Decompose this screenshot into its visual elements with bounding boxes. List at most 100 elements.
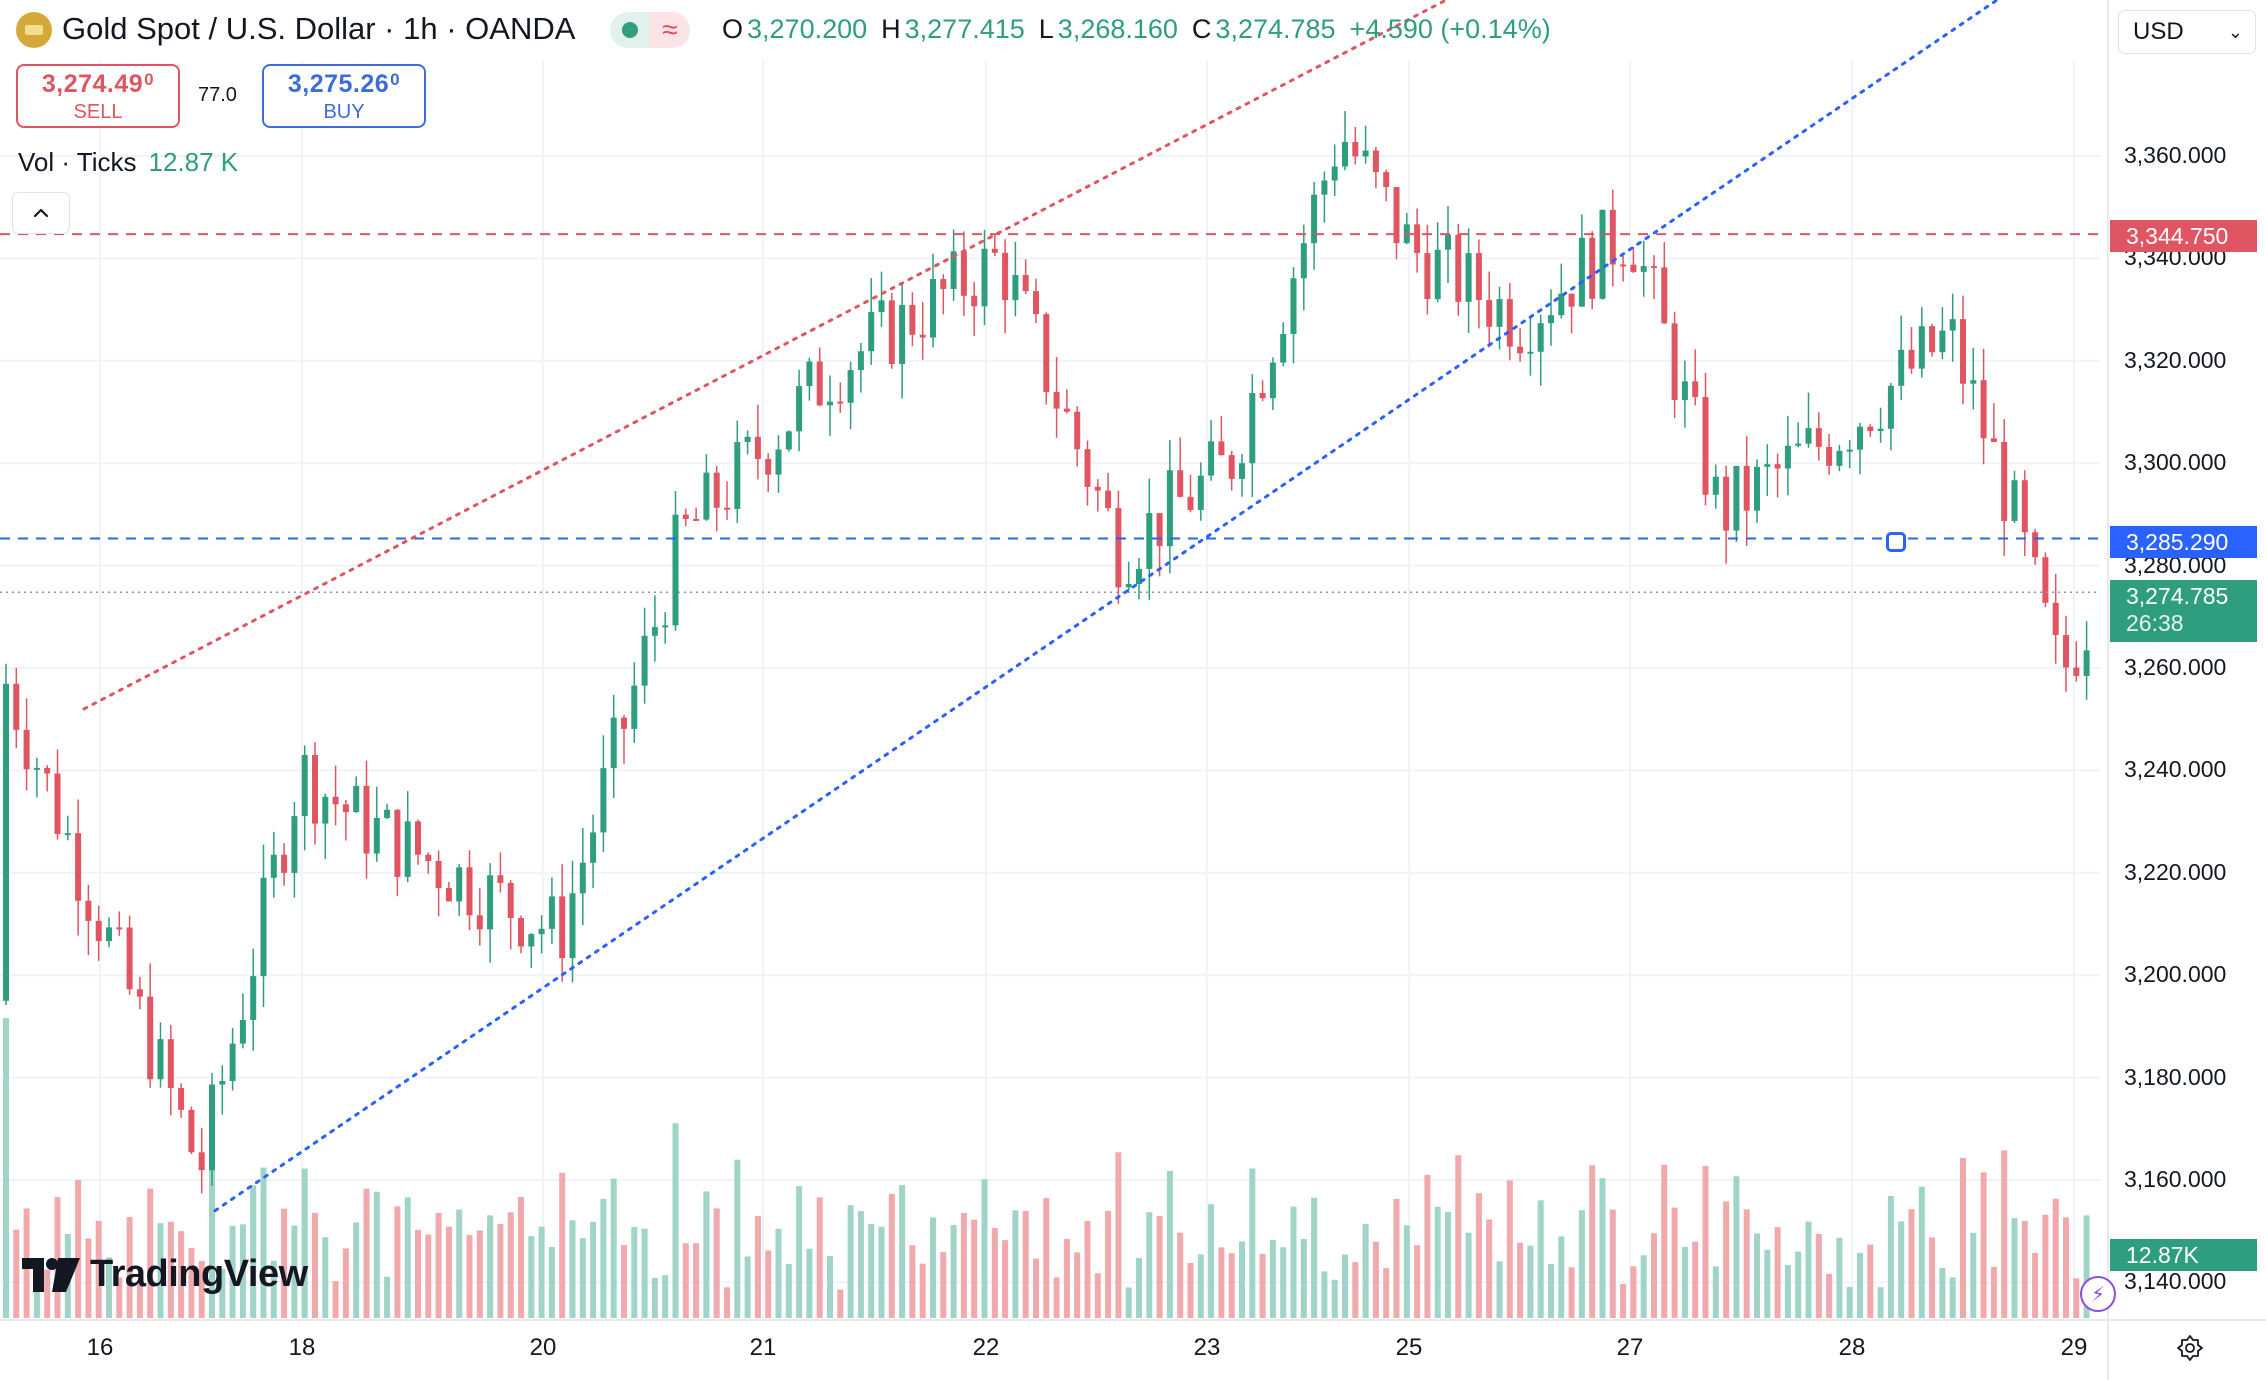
- price-axis-tick: 3,240.000: [2124, 756, 2227, 783]
- candle-body: [1496, 299, 1503, 327]
- gold-symbol-icon: [16, 12, 52, 48]
- candle-body: [106, 927, 112, 942]
- volume-bar: [415, 1229, 421, 1318]
- candle-body: [415, 821, 421, 855]
- volume-bar: [239, 1224, 246, 1318]
- volume-bar: [85, 1238, 92, 1318]
- volume-bar: [1578, 1210, 1585, 1318]
- lightning-icon[interactable]: ⚡: [2080, 1276, 2116, 1312]
- volume-bar: [1249, 1168, 1256, 1318]
- volume-bar: [1424, 1174, 1431, 1318]
- candle-body: [538, 928, 545, 935]
- candle-body: [827, 401, 833, 406]
- volume-bar: [1548, 1264, 1554, 1318]
- market-status-pill[interactable]: ≈: [610, 12, 690, 48]
- volume-bar: [2073, 1278, 2080, 1318]
- volume-price-tag: 12.87K: [2110, 1239, 2257, 1271]
- volume-bar: [1372, 1241, 1379, 1318]
- sell-label: SELL: [73, 101, 123, 123]
- volume-bar: [106, 1257, 112, 1318]
- volume-bar: [1764, 1249, 1771, 1318]
- volume-legend[interactable]: Vol · Ticks 12.87 K: [18, 147, 238, 178]
- candle-body: [2073, 667, 2080, 676]
- volume-bar: [1692, 1241, 1699, 1318]
- candle-body: [1342, 142, 1348, 167]
- volume-bar: [1043, 1198, 1050, 1318]
- candle-body: [713, 472, 720, 508]
- volume-bar: [1166, 1170, 1173, 1318]
- spread-value: 77.0: [198, 84, 237, 106]
- volume-bar: [1506, 1180, 1513, 1318]
- time-axis-tick: 28: [1838, 1334, 1866, 1361]
- volume-bar: [631, 1226, 638, 1318]
- tradingview-logo[interactable]: TradingView: [22, 1253, 308, 1296]
- currency-select[interactable]: USD ⌄: [2118, 10, 2256, 54]
- candle-body: [878, 300, 885, 313]
- candle-body: [991, 248, 998, 253]
- line-anchor-handle[interactable]: [1886, 532, 1906, 552]
- sell-button[interactable]: 3,274.490 SELL: [16, 64, 180, 128]
- candle-body: [229, 1043, 236, 1082]
- volume-legend-label: Vol · Ticks: [18, 147, 137, 177]
- sell-price-main: 3,274.49: [41, 70, 144, 98]
- candle-body: [1548, 315, 1554, 324]
- candle-body: [847, 370, 854, 403]
- candle-body: [1259, 393, 1266, 399]
- volume-bar: [167, 1221, 174, 1318]
- volume-bar: [384, 1276, 391, 1318]
- candle-body: [775, 449, 782, 475]
- time-axis-tick: 29: [2060, 1334, 2088, 1361]
- candle-body: [1651, 266, 1657, 269]
- volume-bar: [960, 1213, 967, 1318]
- candle-body: [1445, 234, 1451, 250]
- volume-bar: [1651, 1233, 1657, 1318]
- volume-bar: [1074, 1252, 1081, 1318]
- volume-bar: [1414, 1245, 1421, 1318]
- chevron-up-icon: [33, 208, 49, 218]
- candle-body: [1465, 253, 1472, 302]
- candle-body: [1506, 299, 1513, 347]
- volume-bar: [2001, 1150, 2008, 1318]
- candle-body: [1125, 584, 1132, 588]
- candle-body: [1970, 380, 1977, 384]
- volume-bar: [651, 1277, 658, 1318]
- candle-body: [600, 768, 607, 833]
- candle-body: [1136, 568, 1142, 585]
- candle-body: [1362, 150, 1369, 157]
- candle-body: [136, 989, 143, 997]
- buy-button[interactable]: 3,275.260 BUY: [262, 64, 426, 128]
- volume-bar: [1960, 1157, 1966, 1318]
- settings-gear-icon[interactable]: [2175, 1333, 2205, 1363]
- candle-body: [1311, 194, 1318, 244]
- volume-bar: [250, 1185, 257, 1318]
- volume-bar: [342, 1248, 349, 1318]
- volume-bar: [806, 1248, 813, 1318]
- volume-bar: [1527, 1245, 1534, 1318]
- candle-body: [332, 796, 339, 805]
- candle-body: [672, 514, 679, 626]
- candle-body: [23, 729, 30, 770]
- candle-body: [1805, 428, 1812, 444]
- volume-bar: [1815, 1233, 1822, 1318]
- volume-bar: [126, 1216, 133, 1318]
- price-axis-tick: 3,320.000: [2124, 346, 2227, 373]
- close-key: C: [1191, 14, 1212, 44]
- volume-bar: [1125, 1287, 1132, 1318]
- candle-body: [754, 436, 761, 460]
- symbol-title[interactable]: Gold Spot / U.S. Dollar · 1h · OANDA: [62, 11, 576, 46]
- volume-bar: [1857, 1252, 1863, 1318]
- volume-bar: [1228, 1253, 1235, 1318]
- candle-body: [2021, 480, 2028, 533]
- time-axis-tick: 16: [86, 1334, 114, 1361]
- drawing-lines[interactable]: [0, 0, 2100, 1213]
- bar-countdown: 26:38: [2126, 610, 2184, 636]
- candle-body: [1723, 476, 1730, 531]
- candle-body: [2063, 634, 2069, 668]
- candle-body: [930, 279, 936, 338]
- volume-bar: [1311, 1197, 1318, 1318]
- candle-body: [1599, 209, 1606, 299]
- collapse-legend-button[interactable]: [12, 192, 70, 234]
- candle-body: [435, 861, 442, 888]
